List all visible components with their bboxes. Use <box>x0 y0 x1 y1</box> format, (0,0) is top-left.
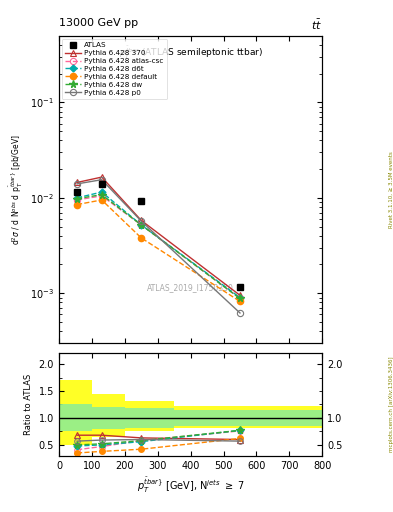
Bar <box>174 410 322 426</box>
Line: Pythia 6.428 dw: Pythia 6.428 dw <box>73 191 244 302</box>
Pythia 6.428 370 <box>75 179 79 185</box>
Pythia 6.428 atlas-csc <box>75 197 79 203</box>
Line: Pythia 6.428 d6t: Pythia 6.428 d6t <box>75 189 242 300</box>
Text: $p_T^{\bar{t}bar}$ (ATLAS semileptonic ttbar): $p_T^{\bar{t}bar}$ (ATLAS semileptonic t… <box>119 45 263 61</box>
Pythia 6.428 p0 <box>139 218 143 224</box>
Pythia 6.428 d6t <box>139 222 143 228</box>
Pythia 6.428 dw <box>238 295 242 302</box>
Pythia 6.428 atlas-csc <box>238 295 242 302</box>
Bar <box>92 394 125 437</box>
Line: Pythia 6.428 atlas-csc: Pythia 6.428 atlas-csc <box>74 193 243 302</box>
Pythia 6.428 dw <box>99 191 104 198</box>
Line: Pythia 6.428 370: Pythia 6.428 370 <box>74 174 243 298</box>
Pythia 6.428 p0 <box>99 177 104 183</box>
Pythia 6.428 default <box>238 298 242 305</box>
Y-axis label: Ratio to ATLAS: Ratio to ATLAS <box>24 374 33 435</box>
Pythia 6.428 atlas-csc <box>99 193 104 199</box>
Pythia 6.428 370 <box>238 292 242 298</box>
Pythia 6.428 p0 <box>238 310 242 316</box>
Bar <box>125 408 174 428</box>
Pythia 6.428 default <box>139 235 143 241</box>
Line: ATLAS: ATLAS <box>74 181 243 290</box>
Pythia 6.428 default <box>99 197 104 203</box>
Bar <box>125 401 174 432</box>
ATLAS <box>99 181 104 187</box>
Pythia 6.428 d6t <box>238 294 242 301</box>
Text: ATLAS_2019_I1750330: ATLAS_2019_I1750330 <box>147 283 234 292</box>
Bar <box>174 406 322 428</box>
Pythia 6.428 d6t <box>99 189 104 195</box>
ATLAS <box>139 198 143 204</box>
Pythia 6.428 d6t <box>75 195 79 201</box>
Pythia 6.428 p0 <box>75 181 79 187</box>
Bar <box>59 380 92 445</box>
Pythia 6.428 370 <box>99 174 104 180</box>
Legend: ATLAS, Pythia 6.428 370, Pythia 6.428 atlas-csc, Pythia 6.428 d6t, Pythia 6.428 : ATLAS, Pythia 6.428 370, Pythia 6.428 at… <box>62 39 167 99</box>
Y-axis label: d$^2\sigma$ / d N$^{obs}$ d p$^{\bar{t}bar\}}_{T}$ [pb/GeV]: d$^2\sigma$ / d N$^{obs}$ d p$^{\bar{t}b… <box>7 134 24 245</box>
Pythia 6.428 atlas-csc <box>139 222 143 228</box>
Line: Pythia 6.428 p0: Pythia 6.428 p0 <box>74 177 243 316</box>
Text: 13000 GeV pp: 13000 GeV pp <box>59 18 138 28</box>
Pythia 6.428 default <box>75 202 79 208</box>
Bar <box>92 407 125 429</box>
X-axis label: $p^{\bar{t}bar\}}_T$ [GeV], N$^{jets}$ $\geq$ 7: $p^{\bar{t}bar\}}_T$ [GeV], N$^{jets}$ $… <box>137 476 244 495</box>
Line: Pythia 6.428 default: Pythia 6.428 default <box>74 197 243 305</box>
Text: $t\bar{t}$: $t\bar{t}$ <box>311 18 322 32</box>
ATLAS <box>75 189 79 195</box>
Pythia 6.428 370 <box>139 217 143 223</box>
Text: Rivet 3.1.10, ≥ 3.5M events: Rivet 3.1.10, ≥ 3.5M events <box>389 151 393 228</box>
Bar <box>59 404 92 432</box>
Pythia 6.428 dw <box>75 196 79 202</box>
ATLAS <box>238 284 242 290</box>
Text: mcplots.cern.ch [arXiv:1306.3436]: mcplots.cern.ch [arXiv:1306.3436] <box>389 357 393 452</box>
Pythia 6.428 dw <box>139 222 143 228</box>
